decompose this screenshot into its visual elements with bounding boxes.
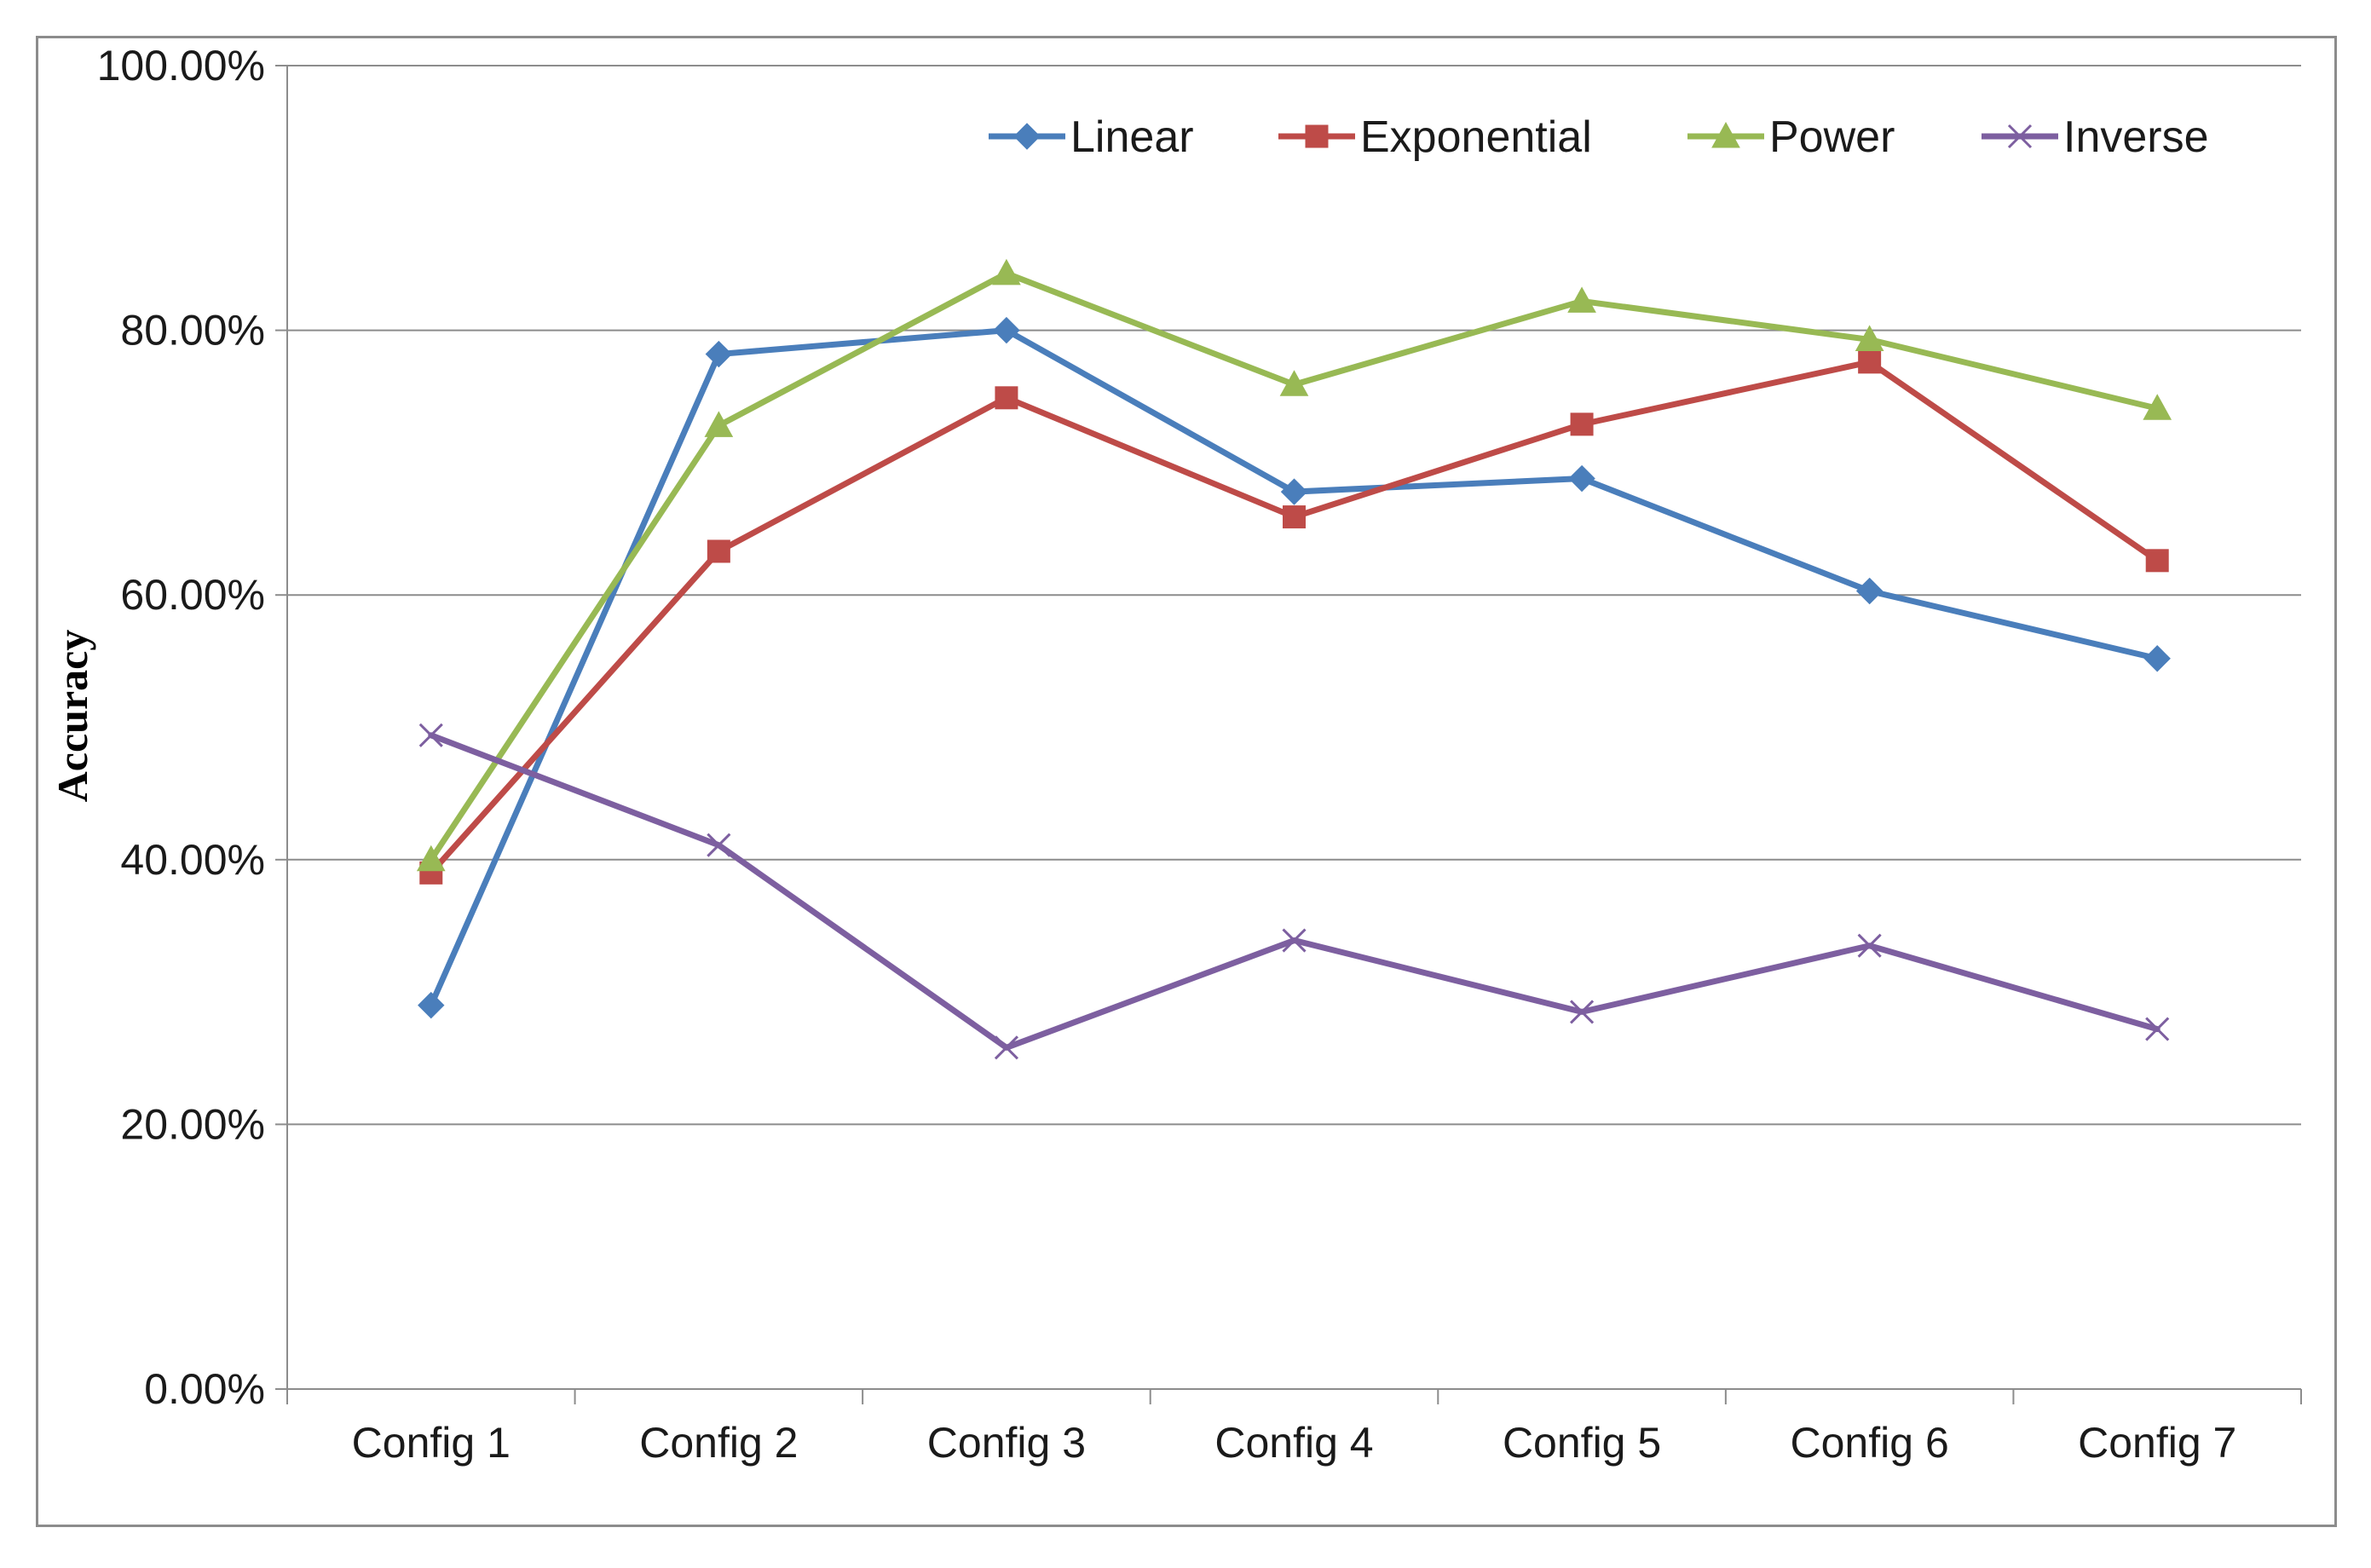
gridlines [287, 65, 2301, 1126]
data-point-inverse [418, 723, 443, 747]
data-point-linear [1855, 577, 1884, 605]
data-point-power [416, 845, 446, 872]
legend-item-inverse: Inverse [1982, 112, 2209, 162]
y-tick-label: 100.00% [97, 42, 265, 89]
legend-label-exponential: Exponential [1360, 112, 1592, 162]
legend-item-exponential: Exponential [1278, 112, 1592, 162]
x-tick-label: Config 7 [2078, 1419, 2236, 1467]
data-point-exponential [2145, 549, 2169, 573]
data-point-exponential [1283, 505, 1306, 529]
legend-label-linear: Linear [1070, 112, 1194, 162]
series-line-exponential [428, 359, 2160, 876]
data-point-power [1279, 370, 1309, 396]
legend-item-linear: Linear [989, 112, 1194, 162]
series-line-inverse [428, 732, 2160, 1051]
legend-label-inverse: Inverse [2063, 112, 2209, 162]
data-point-linear [1280, 478, 1308, 505]
data-point-linear [2143, 645, 2171, 672]
legend-marker-exponential [1305, 124, 1329, 148]
series-exponential [419, 350, 2169, 885]
data-point-exponential [707, 539, 730, 563]
data-point-inverse [2145, 1017, 2170, 1041]
legend: Linear Exponential Power Inverse [989, 112, 2209, 162]
axes: 0.00% 20.00% 40.00% 60.00% 80.00% 100.00% Conf… [97, 42, 2302, 1467]
data-point-power [992, 258, 1021, 285]
x-tick-label: Config 6 [1791, 1419, 1949, 1467]
data-point-inverse [1570, 1000, 1595, 1024]
y-axis-title: Accuracy [49, 630, 96, 803]
x-tick-label: Config 1 [352, 1419, 511, 1467]
series-lines [416, 258, 2172, 1060]
data-point-inverse [707, 833, 731, 857]
series-linear [418, 316, 2171, 1019]
chart-frame [36, 36, 2337, 1527]
x-tick-label: Config 4 [1214, 1419, 1373, 1467]
data-point-linear [705, 340, 733, 368]
data-point-power [704, 411, 734, 437]
legend-marker-linear [1013, 123, 1041, 150]
data-point-power [1567, 286, 1596, 313]
data-point-inverse [1282, 928, 1307, 953]
data-point-power [2143, 394, 2172, 420]
data-point-linear [1568, 464, 1595, 493]
data-point-linear [418, 991, 445, 1019]
data-point-inverse [1857, 933, 1882, 958]
y-tick-label: 60.00% [120, 571, 265, 619]
series-inverse [418, 723, 2170, 1060]
legend-label-power: Power [1769, 112, 1895, 162]
x-tick-label: Config 5 [1503, 1419, 1661, 1467]
data-point-inverse [994, 1035, 1018, 1060]
legend-item-power: Power [1687, 112, 1895, 162]
series-line-power [428, 270, 2160, 863]
series-line-linear [428, 327, 2160, 1009]
y-tick-label: 80.00% [120, 307, 265, 355]
x-tick-label: Config 2 [639, 1419, 798, 1467]
legend-marker-inverse [2007, 124, 2033, 149]
y-tick-label: 0.00% [144, 1365, 265, 1413]
data-point-power [1855, 325, 1884, 351]
x-tick-label: Config 3 [927, 1419, 1086, 1467]
data-point-linear [993, 316, 1020, 344]
data-point-exponential [1858, 350, 1882, 374]
legend-marker-power [1711, 121, 1740, 148]
data-point-exponential [995, 386, 1018, 410]
data-point-exponential [1570, 412, 1594, 436]
y-tick-label: 40.00% [120, 836, 265, 884]
y-tick-label: 20.00% [120, 1100, 265, 1148]
series-power [416, 258, 2172, 872]
